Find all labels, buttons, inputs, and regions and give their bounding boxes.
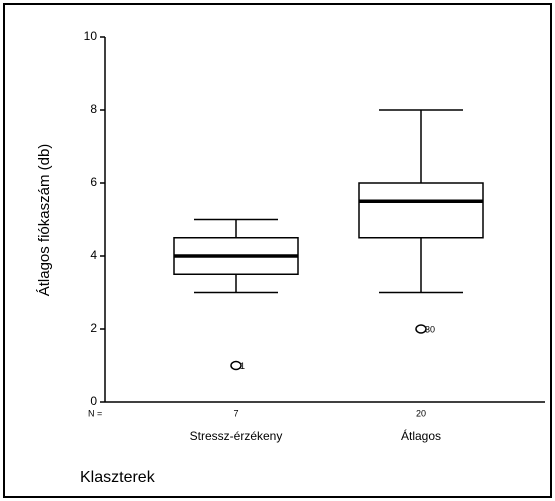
y-tick-label: 8 — [90, 102, 97, 116]
y-tick-label: 2 — [90, 321, 97, 335]
x-tick-label: Stressz-érzékeny — [190, 429, 283, 443]
y-tick-label: 6 — [90, 175, 97, 189]
y-axis-label: Átlagos fiókaszám (db) — [36, 144, 53, 297]
outlier-id: 30 — [425, 324, 435, 334]
y-tick-label: 4 — [90, 248, 97, 262]
n-value: 7 — [233, 408, 238, 418]
box — [358, 182, 484, 239]
outlier-id: 1 — [240, 361, 245, 371]
outlier — [230, 360, 242, 371]
x-tick-label: Átlagos — [401, 428, 441, 443]
x-axis-label: Klaszterek — [80, 469, 156, 486]
outlier — [415, 324, 427, 334]
n-value: 20 — [416, 408, 426, 418]
y-tick-label: 0 — [90, 394, 97, 408]
n-label: N = — [88, 408, 102, 418]
y-tick-label: 10 — [84, 29, 98, 43]
